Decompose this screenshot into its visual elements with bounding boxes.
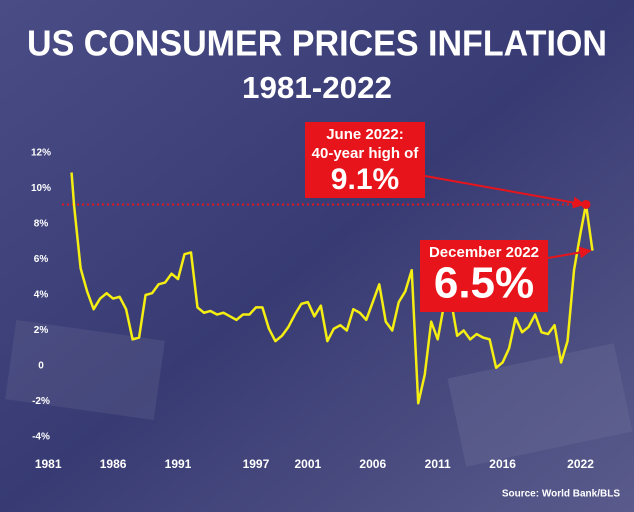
- x-tick-label: 1981: [35, 457, 62, 471]
- plot-area: -4% -2% 0 2% 4% 6% 8% 10% 12% 1981 1986 1991 1997 200…: [31, 122, 594, 471]
- annotation-arrow: [547, 246, 592, 259]
- banknote-texture: [5, 319, 165, 421]
- y-tick-label: 2%: [34, 325, 49, 336]
- annotation-text: 40-year high of: [312, 145, 420, 162]
- x-tick-label: 1986: [100, 457, 127, 471]
- x-tick-label: 2016: [489, 457, 516, 471]
- y-tick-label: -2%: [32, 396, 50, 407]
- y-tick-label: 8%: [34, 219, 49, 230]
- chart-subtitle: 1981-2022: [242, 70, 392, 105]
- x-tick-label: 2022: [567, 457, 594, 471]
- annotation-value: 9.1%: [331, 163, 399, 196]
- peak-marker: [581, 199, 591, 209]
- annotation-value: 6.5%: [434, 259, 534, 308]
- y-tick-label: 6%: [34, 254, 49, 265]
- y-tick-label: -4%: [32, 432, 50, 443]
- source: Source: World Bank/BLS: [502, 489, 620, 500]
- annotation-text: December 2022: [429, 244, 539, 261]
- annotation-text: June 2022:: [326, 126, 404, 143]
- x-tick-label: 2011: [425, 457, 451, 471]
- annotation-box: [305, 122, 425, 198]
- y-tick-label: 10%: [31, 183, 51, 194]
- annotation-arrow: [424, 175, 586, 209]
- x-tick-label: 1997: [243, 457, 270, 471]
- y-tick-label: 12%: [31, 148, 51, 159]
- x-tick-label: 2006: [359, 457, 386, 471]
- y-tick-label: 4%: [34, 290, 49, 301]
- chart-title: US CONSUMER PRICES INFLATION: [27, 23, 607, 64]
- banknote-texture: [447, 343, 633, 467]
- x-tick-label: 2001: [295, 457, 322, 471]
- line-series: [70, 172, 594, 405]
- y-tick-label: 0: [38, 361, 44, 372]
- annotation-box: [420, 240, 548, 312]
- x-tick-label: 1991: [165, 457, 192, 471]
